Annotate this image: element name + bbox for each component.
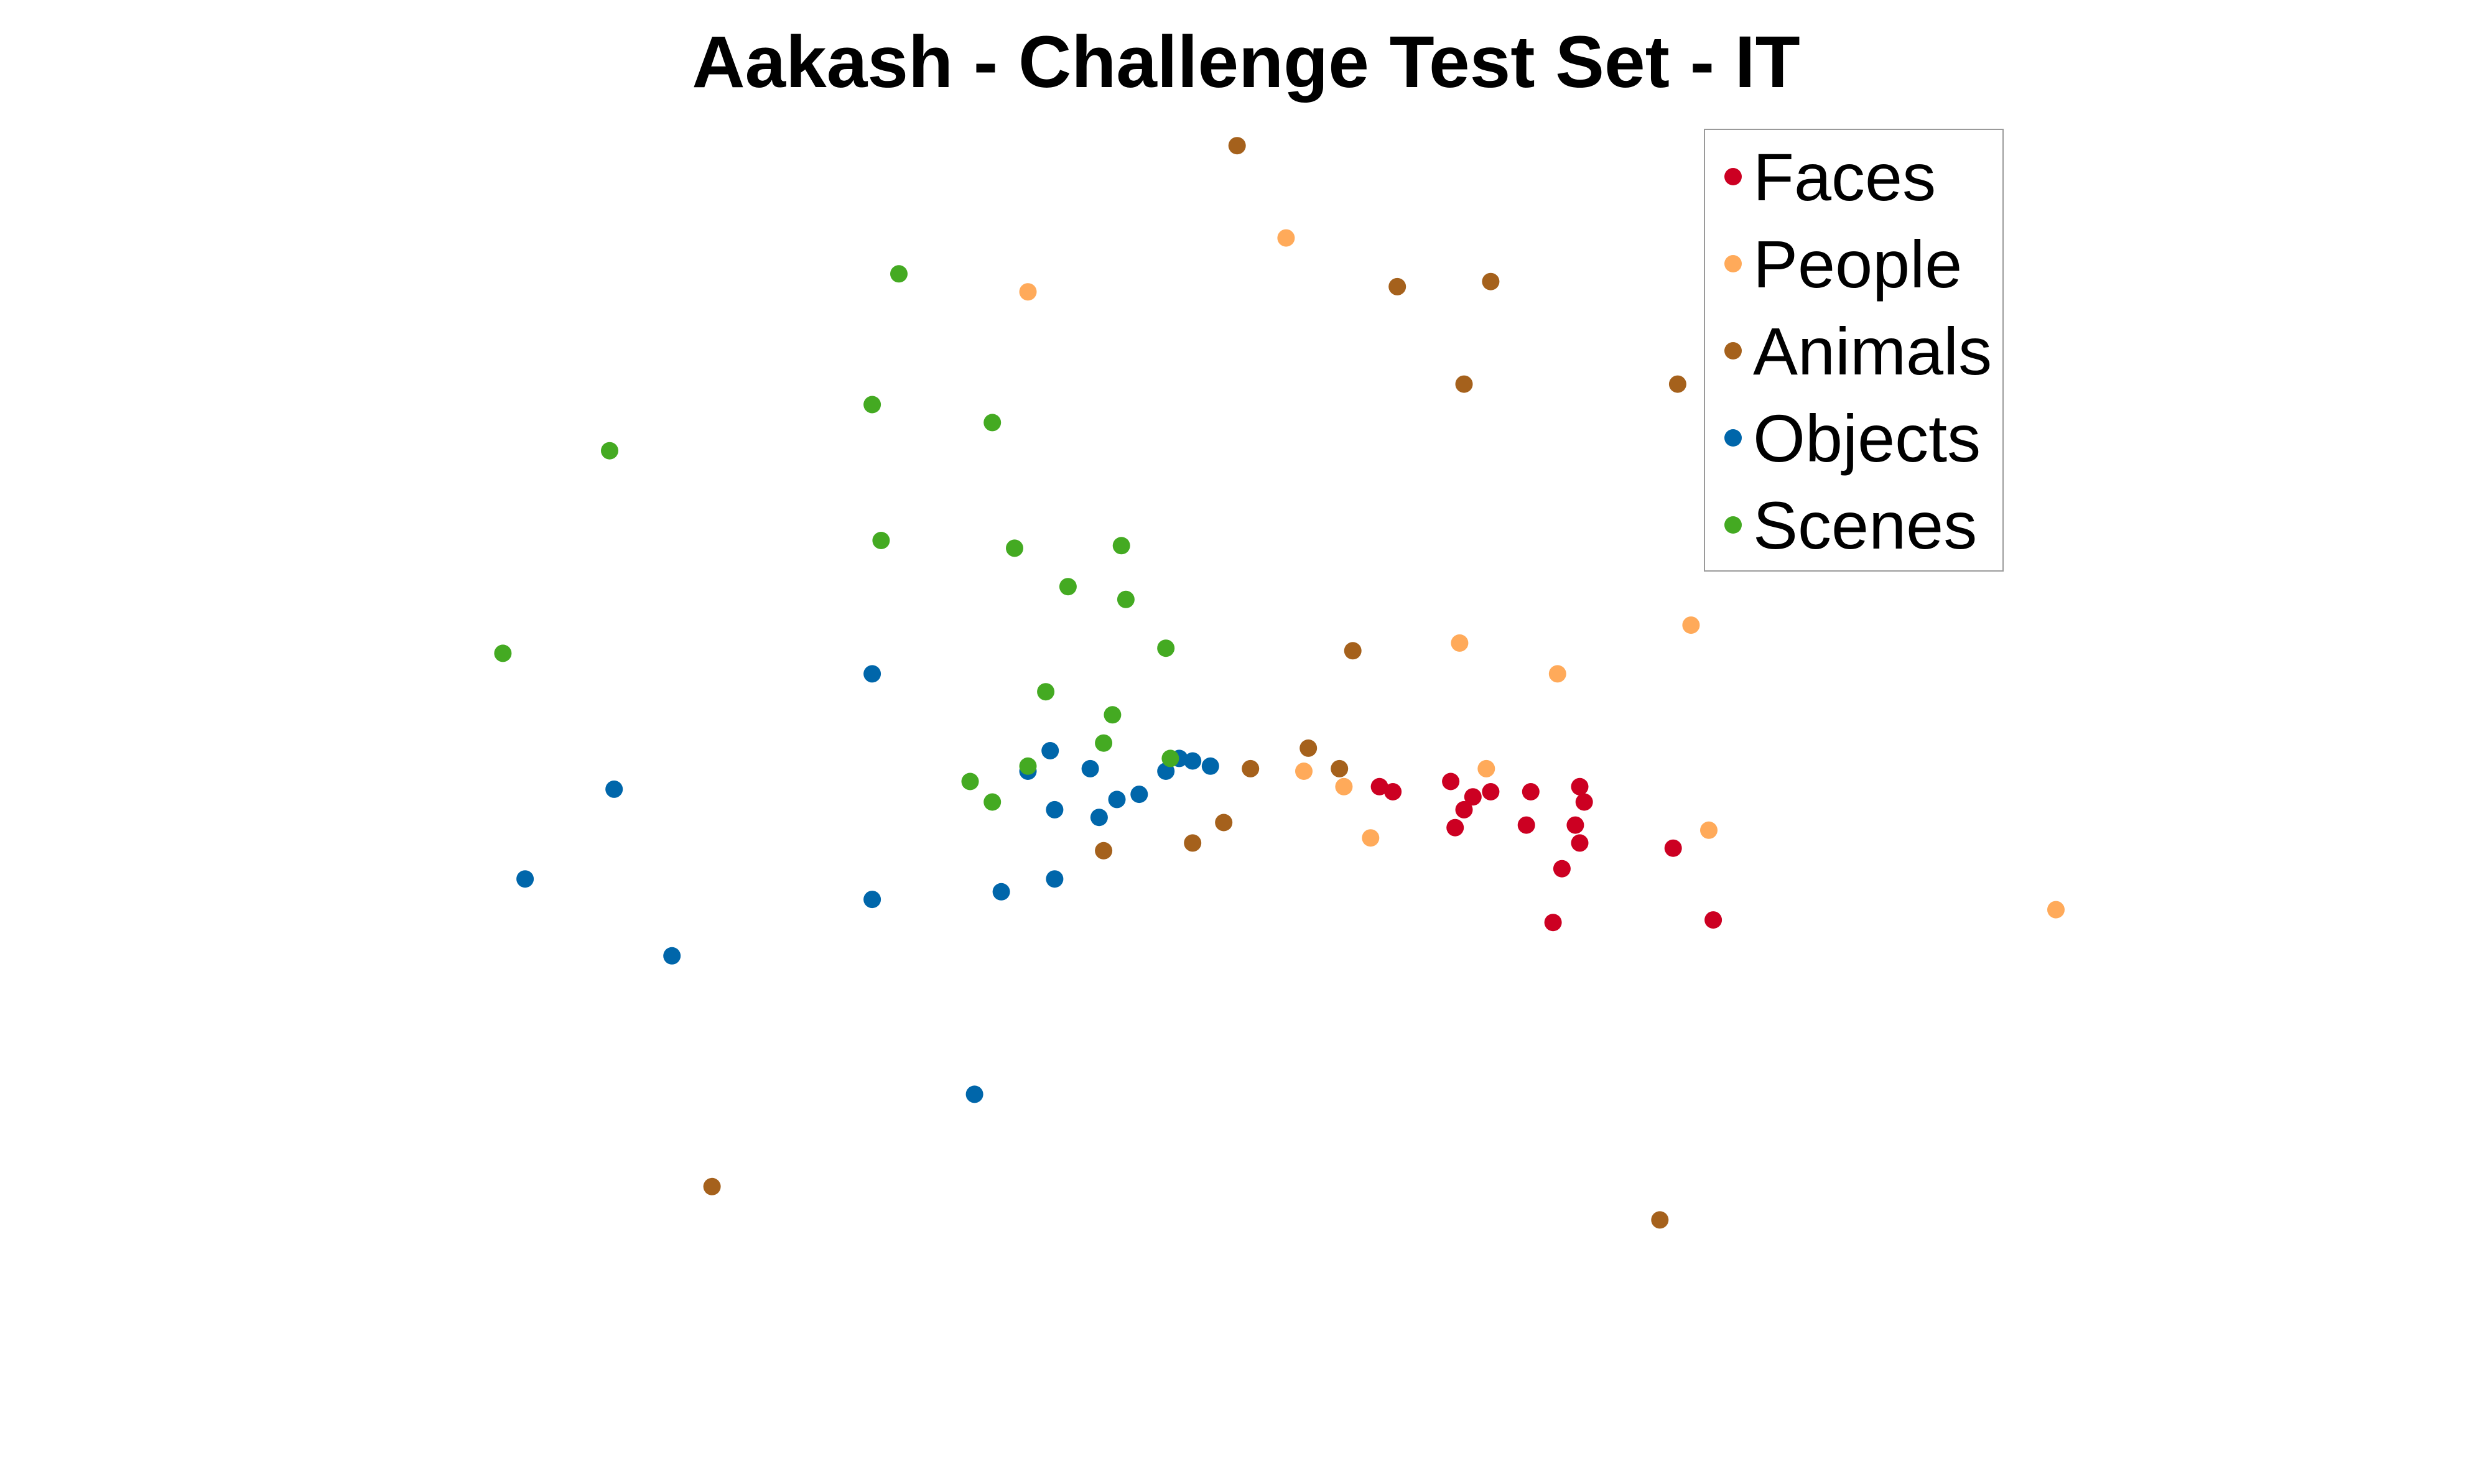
point-people-2 — [1451, 634, 1469, 652]
legend-box — [1704, 129, 2004, 572]
point-scenes-7 — [1059, 578, 1077, 596]
point-animals-12 — [703, 1177, 721, 1195]
point-faces-12 — [1571, 834, 1589, 852]
point-objects-5 — [992, 883, 1010, 901]
point-scenes-13 — [1095, 734, 1113, 752]
point-faces-6 — [1446, 819, 1464, 837]
point-scenes-2 — [983, 414, 1002, 432]
series-faces — [1370, 772, 1723, 932]
point-animals-5 — [1344, 642, 1362, 660]
point-people-1 — [1277, 229, 1295, 247]
legend-label-scenes: Scenes — [1753, 488, 1977, 563]
point-animals-2 — [1482, 272, 1500, 290]
legend-marker-scenes — [1724, 516, 1742, 534]
point-scenes-15 — [961, 772, 979, 791]
point-scenes-1 — [863, 396, 881, 414]
point-faces-4 — [1482, 783, 1500, 800]
point-animals-1 — [1388, 277, 1406, 295]
point-animals-8 — [1242, 759, 1260, 777]
point-scenes-14 — [1161, 749, 1179, 768]
point-scenes-6 — [1112, 537, 1130, 555]
point-scenes-16 — [983, 793, 1002, 811]
point-scenes-11 — [1037, 683, 1055, 701]
point-faces-8 — [1517, 816, 1535, 834]
point-people-7 — [1335, 777, 1353, 795]
point-scenes-17 — [1019, 757, 1037, 775]
legend-marker-faces — [1724, 168, 1742, 185]
point-objects-12 — [1130, 786, 1148, 804]
point-scenes-3 — [601, 442, 618, 460]
legend-label-faces: Faces — [1753, 139, 1936, 215]
point-objects-18 — [1090, 809, 1108, 827]
series-objects — [516, 665, 1219, 1103]
point-animals-13 — [1651, 1211, 1669, 1229]
legend-marker-animals — [1724, 342, 1742, 359]
point-people-6 — [1295, 763, 1313, 780]
point-animals-11 — [1095, 842, 1113, 860]
point-objects-7 — [965, 1085, 983, 1103]
point-objects-6 — [1046, 870, 1064, 888]
point-scenes-4 — [872, 532, 890, 549]
point-objects-11 — [1108, 791, 1126, 809]
point-faces-15 — [1664, 839, 1682, 857]
point-people-8 — [1362, 829, 1380, 847]
point-scenes-10 — [1157, 639, 1175, 657]
point-objects-0 — [863, 665, 881, 683]
point-faces-13 — [1553, 860, 1571, 878]
point-animals-0 — [1228, 137, 1246, 155]
legend-marker-objects — [1724, 429, 1742, 447]
point-faces-1 — [1384, 783, 1402, 800]
point-objects-1 — [605, 780, 623, 798]
point-scenes-12 — [1104, 706, 1122, 724]
legend-label-people: People — [1753, 226, 1962, 302]
point-animals-7 — [1331, 759, 1349, 777]
legend-label-animals: Animals — [1753, 313, 1992, 389]
point-objects-17 — [1046, 800, 1064, 819]
point-faces-10 — [1575, 793, 1593, 811]
series-animals — [703, 137, 1686, 1229]
point-people-10 — [2047, 901, 2065, 919]
plot-area — [494, 137, 2065, 1229]
point-faces-16 — [1704, 911, 1723, 929]
point-faces-11 — [1566, 816, 1584, 834]
point-animals-3 — [1455, 375, 1473, 393]
point-animals-6 — [1299, 739, 1318, 757]
chart-title: Aakash - Challenge Test Set - IT — [692, 21, 1800, 103]
point-animals-10 — [1184, 834, 1202, 852]
point-objects-3 — [663, 947, 681, 965]
point-objects-10 — [1081, 759, 1099, 777]
point-objects-15 — [1184, 752, 1202, 770]
point-faces-5 — [1455, 800, 1473, 819]
point-people-4 — [1682, 616, 1700, 634]
point-scenes-8 — [1117, 590, 1135, 608]
point-animals-4 — [1668, 375, 1686, 393]
point-objects-9 — [1041, 742, 1059, 759]
series-scenes — [494, 265, 1179, 811]
point-people-5 — [1477, 759, 1495, 777]
point-objects-16 — [1201, 757, 1219, 775]
point-people-9 — [1700, 821, 1718, 839]
point-objects-2 — [516, 870, 534, 888]
point-faces-14 — [1544, 914, 1562, 932]
series-people — [1019, 229, 2065, 919]
point-faces-3 — [1464, 788, 1482, 806]
point-people-3 — [1548, 665, 1566, 683]
point-faces-7 — [1522, 783, 1540, 800]
legend: Faces People Animals Objects Scenes — [1704, 129, 2004, 572]
point-faces-0 — [1370, 777, 1388, 795]
point-animals-9 — [1215, 814, 1233, 832]
point-scenes-0 — [890, 265, 908, 283]
point-objects-4 — [863, 891, 881, 909]
point-scenes-5 — [1006, 539, 1023, 557]
point-people-0 — [1019, 283, 1037, 301]
legend-marker-people — [1724, 255, 1742, 272]
point-faces-9 — [1571, 777, 1589, 795]
legend-label-objects: Objects — [1753, 401, 1981, 476]
point-faces-2 — [1442, 772, 1460, 791]
point-scenes-9 — [494, 644, 512, 662]
